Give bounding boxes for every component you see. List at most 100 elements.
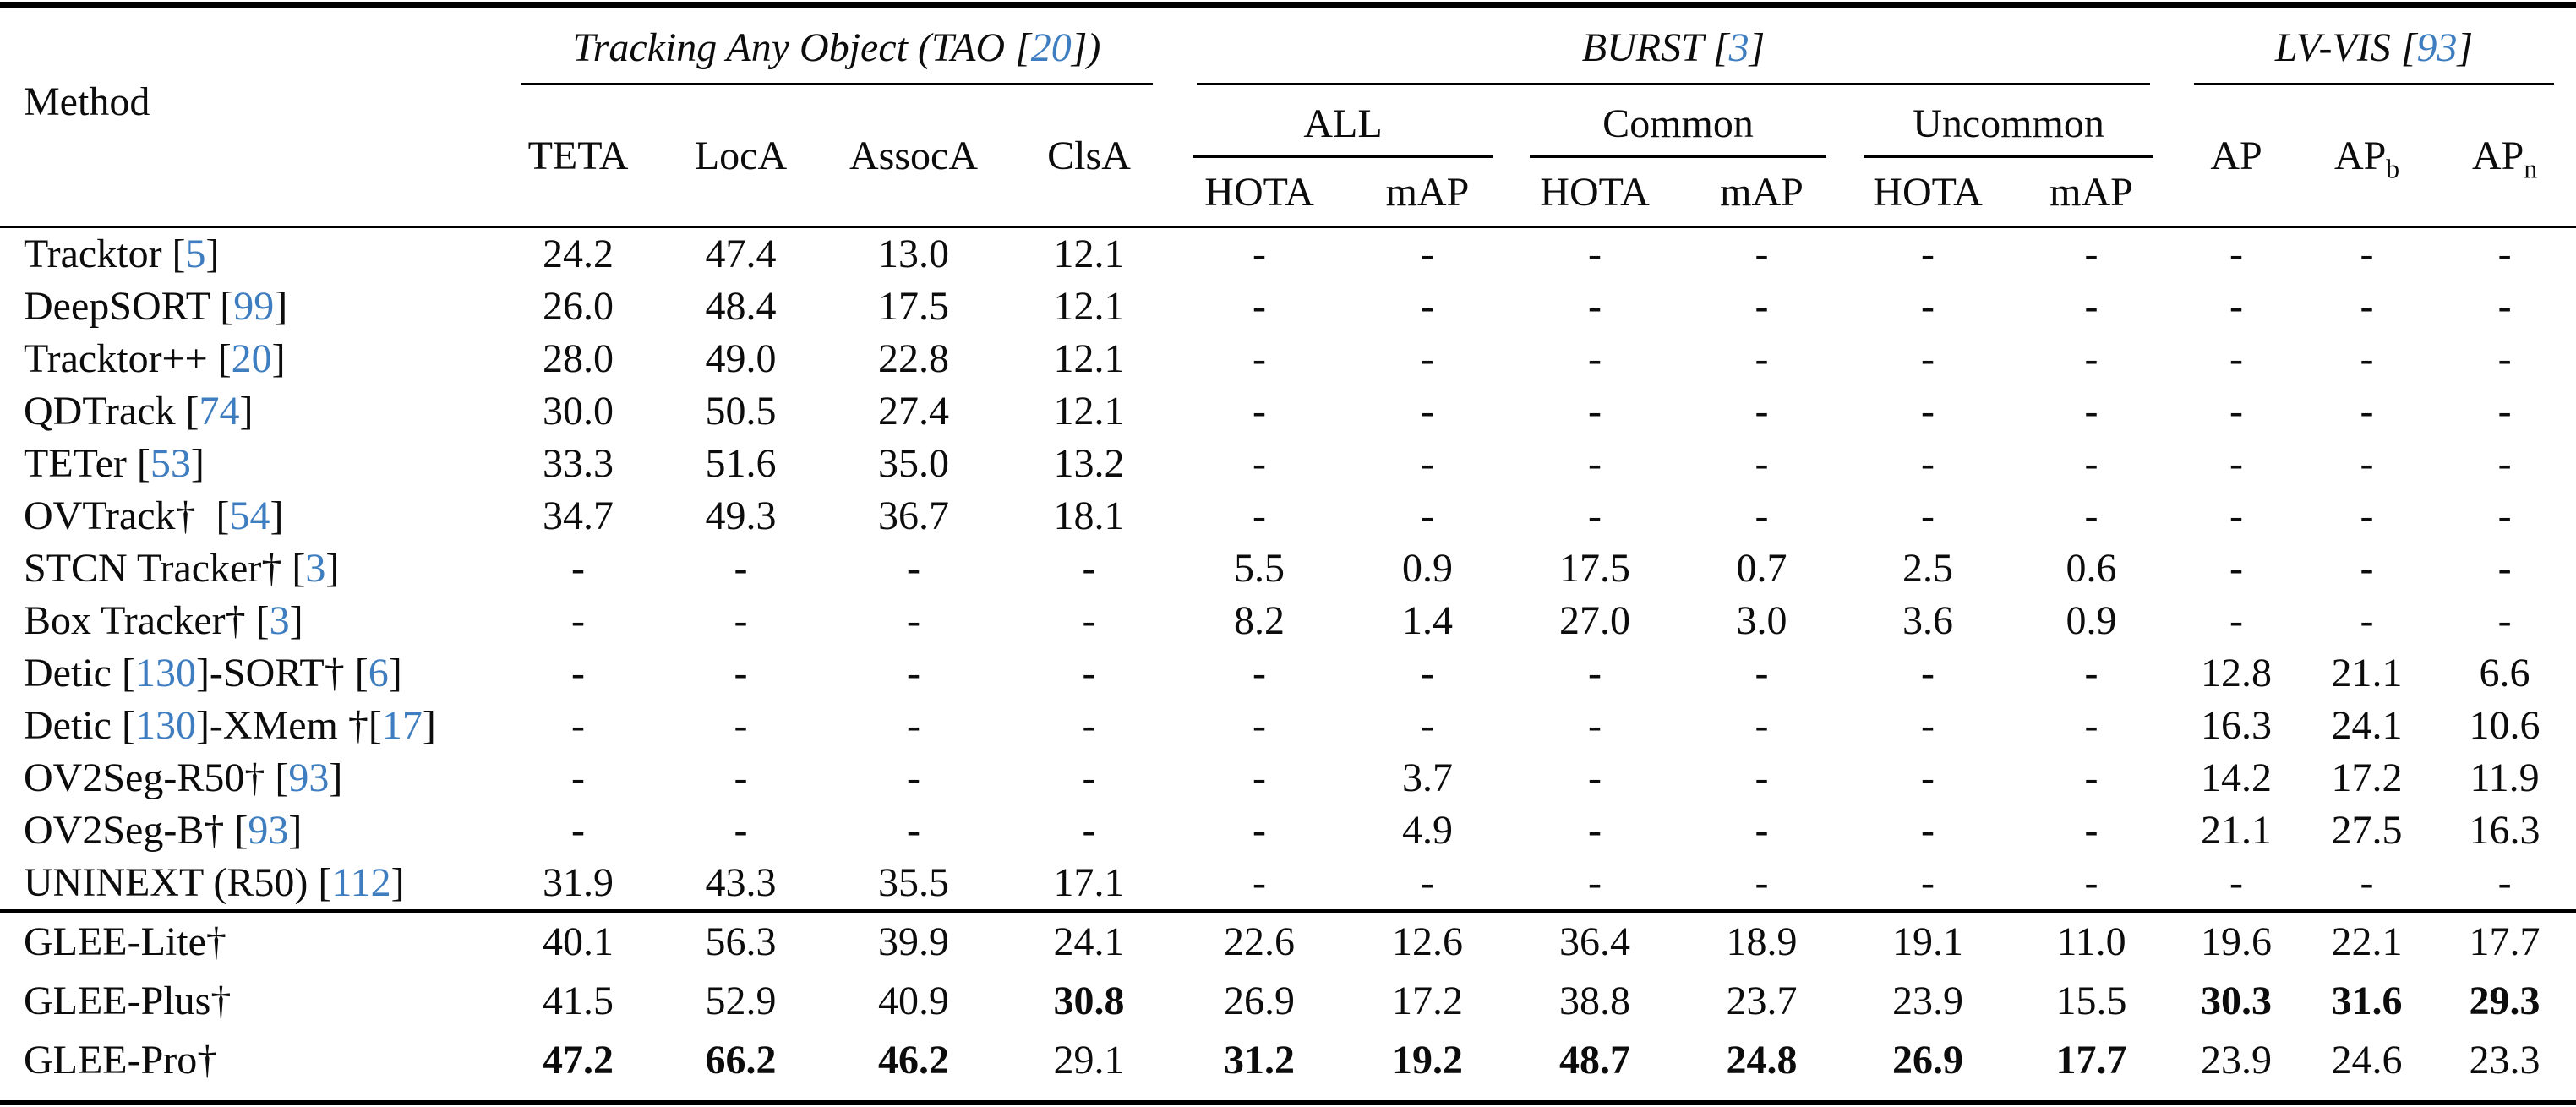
value-cell: 17.2	[1392, 978, 1464, 1023]
citation-link[interactable]: 93	[2416, 25, 2458, 70]
value-cell: -	[2360, 493, 2374, 538]
value-cell: -	[2360, 859, 2374, 905]
value-cell: -	[2084, 440, 2098, 486]
value-cell: -	[2497, 388, 2512, 434]
value-cell: 40.9	[878, 978, 949, 1023]
value-cell: -	[1253, 650, 1266, 695]
table-row: UNINEXT (R50) [112] 31.9 43.3 35.5 17.1 - - - -…	[0, 857, 2576, 911]
value-cell: -	[1755, 807, 1769, 853]
citation-link[interactable]: 112	[331, 859, 391, 905]
value-cell: 15.5	[2055, 978, 2127, 1023]
table-body: Tracktor [5] 24.2 47.4 13.0 12.1- - - - - - - - - D…	[0, 226, 2576, 912]
citation-link[interactable]: 3	[269, 597, 290, 643]
citation-link[interactable]: 99	[233, 283, 275, 329]
subgroup-header-common: Common	[1511, 88, 1845, 161]
text-run: QDTrack [	[24, 388, 199, 434]
citation-link[interactable]: 6	[368, 650, 389, 695]
text-run: LV-VIS [	[2274, 25, 2417, 70]
value-cell: -	[2360, 597, 2374, 643]
citation-link[interactable]: 130	[134, 702, 196, 748]
text-run: ]	[270, 493, 284, 538]
value-cell: 22.8	[878, 335, 949, 381]
text-run: ]-SORT† [	[195, 650, 368, 695]
value-cell: -	[907, 702, 920, 748]
value-cell: 26.0	[543, 283, 614, 329]
citation-link[interactable]: 53	[150, 440, 191, 486]
value-cell: -	[2084, 702, 2098, 748]
value-cell: -	[2360, 335, 2374, 381]
value-cell: 34.7	[543, 493, 614, 538]
value-cell: -	[571, 597, 585, 643]
value-cell: -	[2497, 859, 2512, 905]
value-cell: -	[1421, 335, 1434, 381]
value-cell: -	[1421, 702, 1434, 748]
value-cell: 23.3	[2469, 1037, 2541, 1082]
citation-link[interactable]: 3	[305, 545, 326, 591]
citation-link[interactable]: 5	[185, 231, 206, 276]
value-cell: 0.6	[2066, 545, 2117, 591]
group-header-tao: Tracking Any Object (TAO [20])	[499, 5, 1175, 88]
value-cell: -	[2360, 545, 2374, 591]
value-cell: 35.5	[878, 859, 949, 905]
citation-link[interactable]: 20	[1030, 25, 1072, 70]
citation-link[interactable]: 54	[229, 493, 270, 538]
value-cell: -	[571, 650, 585, 695]
col-header-map-all: mAP	[1385, 170, 1470, 215]
method-cell: OV2Seg-B† [93]	[0, 804, 499, 857]
text-run: Detic [	[24, 650, 135, 695]
value-cell: -	[1678, 226, 1846, 281]
value-cell: -	[1921, 755, 1935, 800]
citation-link[interactable]: 17	[381, 702, 423, 748]
text-run: ]	[388, 650, 402, 695]
value-cell: -	[571, 807, 585, 853]
table-row: TETer [53] 33.3 51.6 35.0 13.2 - - - - - - - - -	[0, 438, 2576, 490]
value-cell: 0.9	[1402, 545, 1454, 591]
value-cell: -	[1588, 493, 1602, 538]
value-cell: -	[1082, 755, 1096, 800]
value-cell: 17.5	[878, 283, 949, 329]
value-cell: -	[2229, 388, 2244, 434]
citation-link[interactable]: 93	[288, 755, 330, 800]
value-cell: 16.3	[2201, 702, 2273, 748]
col-header-ap-n: APn	[2471, 134, 2538, 184]
value-cell: -	[2229, 859, 2244, 905]
text-run: ]-XMem †[	[195, 702, 382, 748]
value-cell: 19.1	[1845, 909, 2011, 972]
col-header-assoca: AssocA	[849, 134, 978, 179]
value-cell: 12.1	[1003, 226, 1176, 281]
value-cell: -	[1588, 335, 1602, 381]
value-cell: -	[2011, 226, 2173, 281]
text-run: DeepSORT [	[24, 283, 234, 329]
citation-link[interactable]: 3	[1728, 25, 1749, 70]
value-cell: -	[1588, 650, 1602, 695]
col-header-hota-uncommon: HOTA	[1873, 170, 1983, 215]
value-cell: -	[1845, 226, 2011, 281]
table-row: OV2Seg-B† [93] - - - - - 4.9 - - - - 21.1 27.5 16.3	[0, 804, 2576, 857]
value-cell: -	[2084, 650, 2098, 695]
value-cell: 19.6	[2172, 909, 2301, 972]
value-cell: -	[2229, 440, 2244, 486]
value-cell: 10.6	[2469, 702, 2541, 748]
value-cell: -	[1755, 335, 1769, 381]
value-cell: -	[1421, 859, 1434, 905]
table-header: Method Tracking Any Object (TAO [20]) BU…	[0, 5, 2576, 227]
col-header-ap-b: APb	[2333, 134, 2400, 184]
method-cell: Tracktor++ [20]	[0, 333, 499, 385]
value-cell: -	[1511, 226, 1679, 281]
value-cell: -	[2497, 283, 2512, 329]
value-cell: -	[1588, 702, 1602, 748]
citation-link[interactable]: 93	[248, 807, 289, 853]
value-cell: 11.9	[2470, 755, 2540, 800]
table-row: Box Tracker† [3] - - - - 8.2 1.4 27.0 3.0 3.6 0.9…	[0, 595, 2576, 647]
citation-link[interactable]: 130	[134, 650, 196, 695]
text-run: ]	[422, 702, 436, 748]
method-cell: GLEE-Plus†	[0, 972, 499, 1031]
value-cell: -	[1588, 807, 1602, 853]
value-cell: -	[1253, 388, 1266, 434]
citation-link[interactable]: 20	[231, 335, 272, 381]
citation-link[interactable]: 74	[199, 388, 240, 434]
text-run: ]	[390, 859, 405, 905]
value-cell: -	[2229, 545, 2244, 591]
value-cell: -	[1082, 702, 1096, 748]
